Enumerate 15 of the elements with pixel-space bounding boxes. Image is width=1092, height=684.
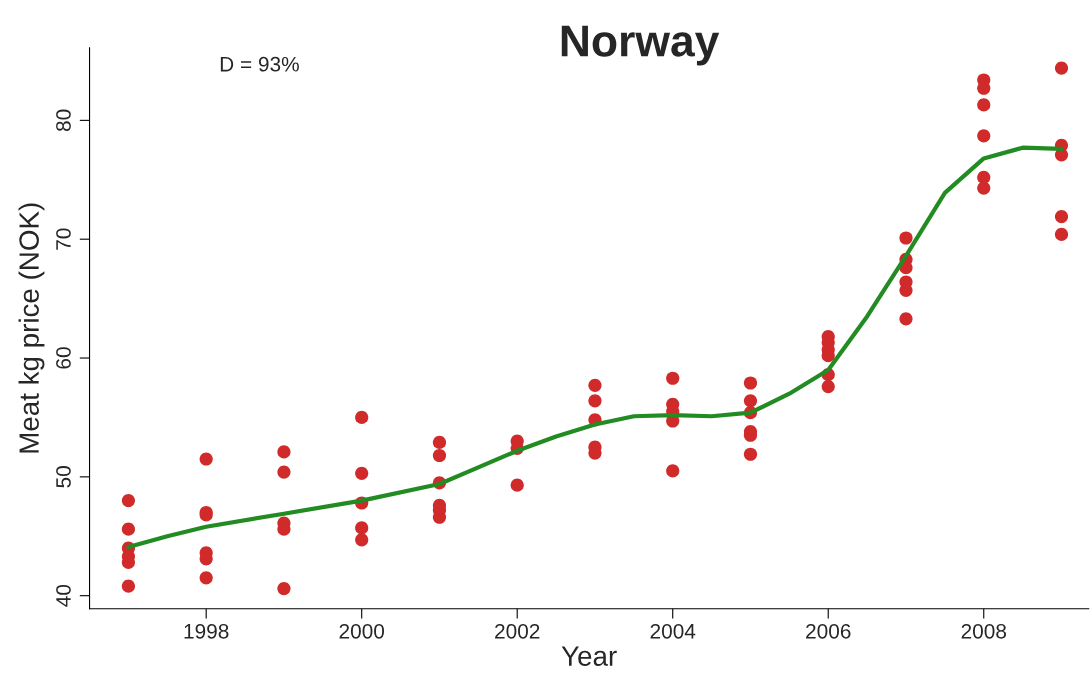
x-tick-label: 2006 bbox=[806, 623, 851, 639]
y-tick-label: 70 bbox=[56, 228, 71, 250]
y-tick-label: 60 bbox=[56, 347, 71, 369]
y-tick-label: 50 bbox=[56, 466, 71, 488]
y-tick-label: 80 bbox=[56, 109, 71, 132]
x-axis-title: Year bbox=[561, 646, 617, 666]
x-tick-label: 2000 bbox=[339, 623, 385, 639]
chart-title: Norway bbox=[561, 25, 720, 66]
y-tick-label: 40 bbox=[56, 584, 71, 607]
annotation: D = 93% bbox=[220, 56, 299, 72]
x-tick-label: 2004 bbox=[650, 623, 696, 639]
x-tick-label: 2002 bbox=[495, 623, 540, 639]
x-tick-label: 1998 bbox=[184, 623, 229, 639]
x-tick-label: 2008 bbox=[961, 623, 1007, 639]
y-axis-title: Meat kg price (NOK) bbox=[18, 203, 45, 453]
